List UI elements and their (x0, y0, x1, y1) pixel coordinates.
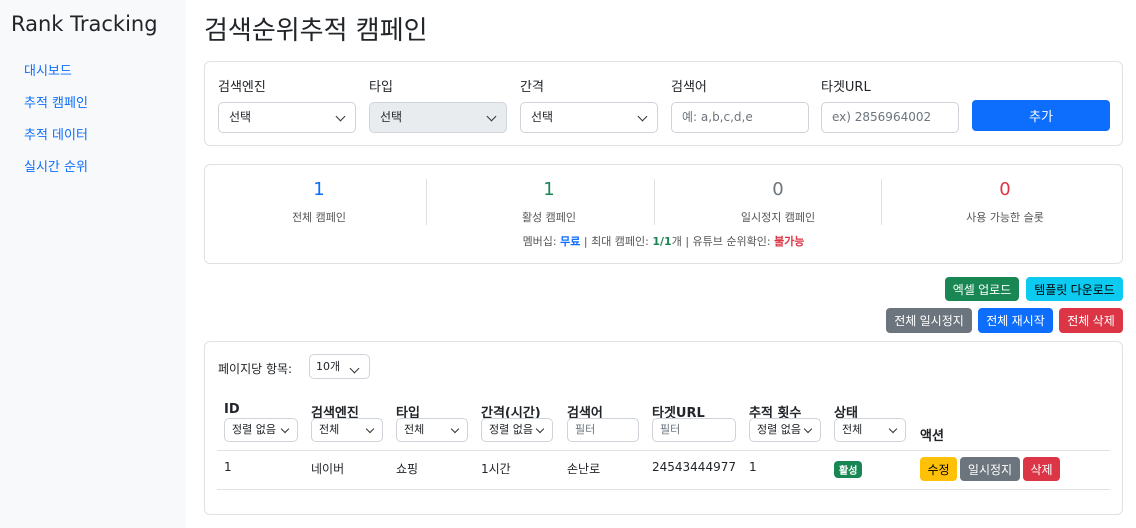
header-keyword: 검색어 (567, 406, 603, 421)
stat-active-label: 활성 캠페인 (521, 211, 577, 224)
sidebar-item-realtime[interactable]: 실시간 순위 (24, 160, 88, 175)
add-button[interactable]: 추가 (972, 100, 1110, 131)
delete-button[interactable]: 삭제 (1023, 457, 1060, 481)
stat-active-value: 1 (543, 179, 555, 200)
page-title: 검색순위추적 캠페인 (204, 16, 428, 46)
stat-total-label: 전체 캠페인 (291, 211, 347, 224)
status-badge: 활성 (834, 461, 863, 478)
url-input[interactable]: ex) 2856964002 (821, 102, 959, 133)
cell-interval: 1시간 (481, 462, 511, 476)
stat-slots-value: 0 (999, 179, 1011, 200)
filter-count[interactable]: 정렬 없음 (749, 418, 821, 442)
cell-url: 24543444977 (652, 460, 736, 474)
edit-button[interactable]: 수정 (920, 457, 957, 481)
keyword-input[interactable]: 예: a,b,c,d,e (671, 102, 809, 133)
pause-button[interactable]: 일시정지 (960, 457, 1020, 481)
stat-slots-label: 사용 가능한 슬롯 (966, 211, 1044, 224)
excel-upload-button[interactable]: 엑셀 업로드 (945, 277, 1019, 301)
header-id: ID (224, 402, 240, 417)
delete-all-button[interactable]: 전체 삭제 (1059, 308, 1123, 333)
stat-paused-value: 0 (772, 179, 784, 200)
interval-select[interactable]: 선택 (520, 102, 658, 133)
sidebar-nav: 대시보드 추적 캠페인 추적 데이터 실시간 순위 (24, 64, 88, 192)
brand: Rank Tracking (11, 12, 158, 36)
filter-engine[interactable]: 전체 (311, 418, 383, 442)
sidebar-item-dashboard[interactable]: 대시보드 (24, 64, 72, 79)
filter-url[interactable]: 필터 (652, 418, 736, 442)
filter-interval[interactable]: 정렬 없음 (481, 418, 553, 442)
header-actions: 액션 (920, 429, 944, 444)
header-url: 타겟URL (652, 406, 705, 421)
filter-keyword[interactable]: 필터 (567, 418, 639, 442)
url-label: 타겟URL (821, 80, 871, 95)
restart-all-button[interactable]: 전체 재시작 (978, 308, 1053, 333)
pause-all-button[interactable]: 전체 일시정지 (886, 308, 972, 333)
cell-type: 쇼핑 (396, 462, 419, 476)
stat-paused-label: 일시정지 캠페인 (740, 211, 816, 224)
filter-id[interactable]: 정렬 없음 (224, 418, 298, 442)
per-page-select[interactable]: 10개 (309, 354, 370, 379)
cell-engine: 네이버 (311, 462, 345, 476)
engine-select[interactable]: 선택 (218, 102, 356, 133)
membership-info: 멤버십: 무료 | 최대 캠페인: 1/1개 | 유튜브 순위확인: 불가능 (522, 235, 805, 248)
stats-card: 1 전체 캠페인 1 활성 캠페인 0 일시정지 캠페인 0 사용 가능한 슬롯 멤버십… (204, 164, 1123, 264)
interval-label: 간격 (520, 80, 544, 95)
campaign-table-card: 페이지당 항목: 10개 ID 검색엔진 타입 간격(시간) 검색어 타겟URL… (204, 341, 1123, 515)
sidebar-item-data[interactable]: 추적 데이터 (24, 128, 88, 143)
template-download-button[interactable]: 템플릿 다운로드 (1026, 277, 1123, 301)
type-select[interactable]: 선택 (369, 102, 507, 133)
sidebar: Rank Tracking 대시보드 추적 캠페인 추적 데이터 실시간 순위 (0, 0, 186, 528)
filter-type[interactable]: 전체 (396, 418, 468, 442)
cell-count: 1 (749, 460, 757, 474)
cell-id: 1 (224, 460, 232, 474)
sidebar-item-campaigns[interactable]: 추적 캠페인 (24, 96, 88, 111)
type-label: 타입 (369, 80, 393, 95)
per-page-label: 페이지당 항목: (218, 362, 293, 376)
keyword-label: 검색어 (671, 80, 707, 95)
filter-status[interactable]: 전체 (834, 418, 906, 442)
engine-label: 검색엔진 (218, 80, 266, 95)
cell-keyword: 손난로 (567, 462, 601, 476)
stat-total-value: 1 (313, 179, 325, 200)
